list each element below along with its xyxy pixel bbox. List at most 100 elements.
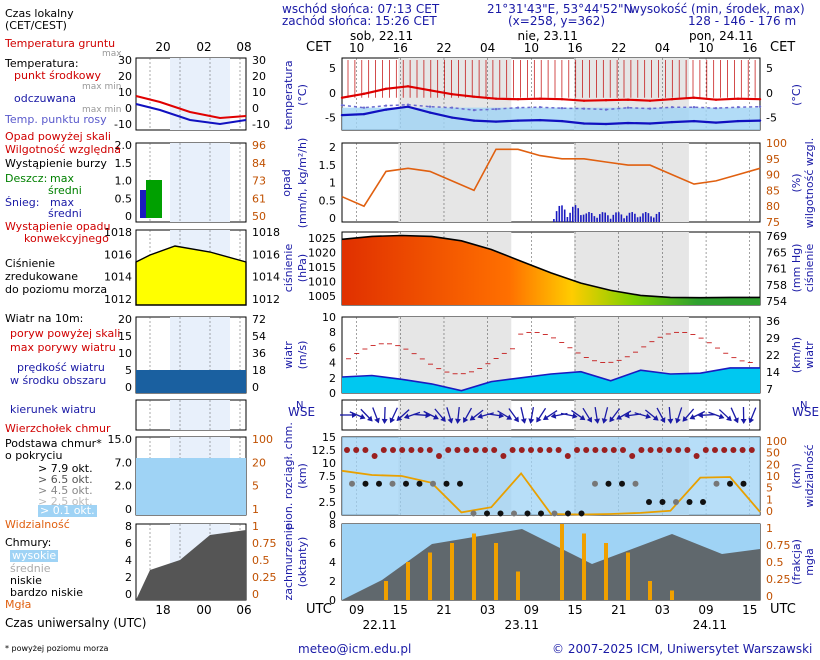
wind-arrow-head-19 xyxy=(520,418,527,424)
temp-point-0-12 xyxy=(604,99,608,102)
cloud-top-dot-16 xyxy=(491,447,498,453)
legend-snow: Śnieg: xyxy=(5,196,40,209)
temp-point-0-14 xyxy=(648,99,652,102)
rain-tick-4: 0 xyxy=(329,212,336,225)
wind-axis-unit: (m/s) xyxy=(296,341,309,370)
altitude-title: wysokość (min, środek, max) xyxy=(630,2,805,16)
rain-tick-3: 0.5 xyxy=(319,194,337,207)
cloud-base-dot-13 xyxy=(524,510,531,517)
snow-bar-26 xyxy=(623,218,625,222)
wind-arrow-head-40 xyxy=(718,413,725,420)
wind-tick-1: 8 xyxy=(329,326,336,339)
rain-tick-0: 2 xyxy=(329,141,336,154)
wind-arrow-28 xyxy=(601,407,609,424)
cloud-top-dot-38 xyxy=(693,453,700,459)
legend-night-temp xyxy=(170,58,230,130)
sunrise-text: wschód słońca: 07:13 CET xyxy=(282,2,440,16)
snow-bar-15 xyxy=(593,216,596,222)
legend-temperature: Temperatura: xyxy=(5,57,79,70)
legend-tick-r-cloud-2: 5 xyxy=(252,480,259,493)
legend-cloud-mid: średnie xyxy=(10,562,51,575)
bottom-hour-6: 21 xyxy=(611,603,626,617)
fog-bar-6 xyxy=(472,533,476,600)
legend-visibility: Widzialność xyxy=(5,518,70,531)
snow-bar-2 xyxy=(558,205,561,222)
temp-point-1-3 xyxy=(406,105,410,108)
cloud-top-dot-9 xyxy=(426,447,433,453)
legend-tick-l-cov-1: 6 xyxy=(125,537,132,550)
legend-tick-l-rain-4: 0 xyxy=(125,210,132,223)
temp-point-1-17 xyxy=(714,121,718,124)
cloud-top-dot-35 xyxy=(666,447,672,453)
cloud-top-dot-28 xyxy=(601,447,608,453)
pres-tick-r-0: 769 xyxy=(766,230,787,243)
legend-tick-r-cov-2: 0.5 xyxy=(252,554,270,567)
pres-tick-0: 1025 xyxy=(308,232,336,245)
night-band-wind-0 xyxy=(398,317,512,393)
fog-axis-unit: (frakcja) xyxy=(790,539,803,585)
legend-okt-79: > 7.9 okt. xyxy=(38,462,93,475)
wind-arrow-33 xyxy=(644,409,659,421)
legend-tick-l-cov-4: 0 xyxy=(125,588,132,601)
temp-point-2-4 xyxy=(428,105,432,108)
cloud-top-dot-19 xyxy=(518,447,525,453)
wind-arrow-head-16 xyxy=(498,412,505,419)
legend-perceived-maxmin: max min xyxy=(82,105,122,115)
temp-axis-unit: (°C) xyxy=(296,84,309,106)
wind-arrow-head-10 xyxy=(440,416,446,422)
legend-snow-bar xyxy=(140,190,146,218)
fog-bar-5 xyxy=(450,543,454,600)
snow-bar-18 xyxy=(601,212,604,222)
wind-arrow-head-28 xyxy=(601,418,608,424)
cloud-top-dot-26 xyxy=(583,447,590,453)
cloud-base-dot-4 xyxy=(403,480,409,487)
legend-tick-l-wind-2: 10 xyxy=(118,347,132,360)
wind-arrow-27 xyxy=(594,406,600,424)
visibility-line xyxy=(341,469,761,516)
wind-arrow-1 xyxy=(349,411,366,420)
cloud-base-dot-25 xyxy=(686,499,693,505)
legend-tick-r-cov-3: 0.25 xyxy=(252,571,277,584)
pres-axis-unit: (hPa) xyxy=(296,254,309,282)
legend-tick-l-wind-0: 20 xyxy=(118,313,132,326)
fog-bar-2 xyxy=(384,581,388,600)
fog-bar-7 xyxy=(494,543,498,600)
snow-bar-32 xyxy=(639,216,642,222)
cloud-base-dot-27 xyxy=(713,480,720,487)
snow-bar-22 xyxy=(612,214,615,222)
footer-email[interactable]: meteo@icm.edu.pl xyxy=(298,642,412,656)
legend-okt-25: > 2.5 okt. xyxy=(38,495,93,508)
legend-bottom-hour-1: 00 xyxy=(196,603,211,617)
temp-tick-r-2: -5 xyxy=(766,112,777,125)
wind-arrow-head-42 xyxy=(733,417,739,424)
temp-point-2-7 xyxy=(494,107,498,111)
top-day-0: sob, 22.11 xyxy=(350,29,413,43)
cov-tick-4: 0 xyxy=(329,594,336,607)
bottom-hour-1: 15 xyxy=(393,603,408,617)
hum-tick-4: 80 xyxy=(766,200,780,213)
wind-arrow-head-8 xyxy=(425,412,431,419)
wse-right-n: N xyxy=(800,400,807,411)
wind-arrow-head-30 xyxy=(616,414,623,420)
wind-arrow-8 xyxy=(413,412,431,419)
legend-tick-l-cov-0: 8 xyxy=(125,520,132,533)
top-day-2: pon, 24.11 xyxy=(689,29,754,43)
snow-bar-17 xyxy=(598,214,601,222)
snow-bar-33 xyxy=(642,213,644,222)
wind-arrow-head-29 xyxy=(609,416,615,423)
cloud-tick-0: 15 xyxy=(322,431,336,444)
temp-point-0-6 xyxy=(472,95,476,98)
pres-axis-label-right: ciśnienie xyxy=(803,244,816,293)
temp-point-2-12 xyxy=(604,108,608,111)
legend-okt-01: > 0.1 okt. xyxy=(38,504,97,517)
wind-tick-4: 2 xyxy=(329,372,336,385)
legend-tick-r-pres-2: 1014 xyxy=(252,271,280,284)
temp-tick-1: 0 xyxy=(329,87,336,100)
wind-arrow-head-36 xyxy=(675,417,681,424)
legend-tick-r-pres-3: 1012 xyxy=(252,293,280,306)
cov-tick-3: 2 xyxy=(329,575,336,588)
cloud-top-dot-1 xyxy=(353,447,360,453)
legend-tick-l-temp-4: -10 xyxy=(114,118,132,131)
pres-tick-1: 1020 xyxy=(308,246,336,259)
